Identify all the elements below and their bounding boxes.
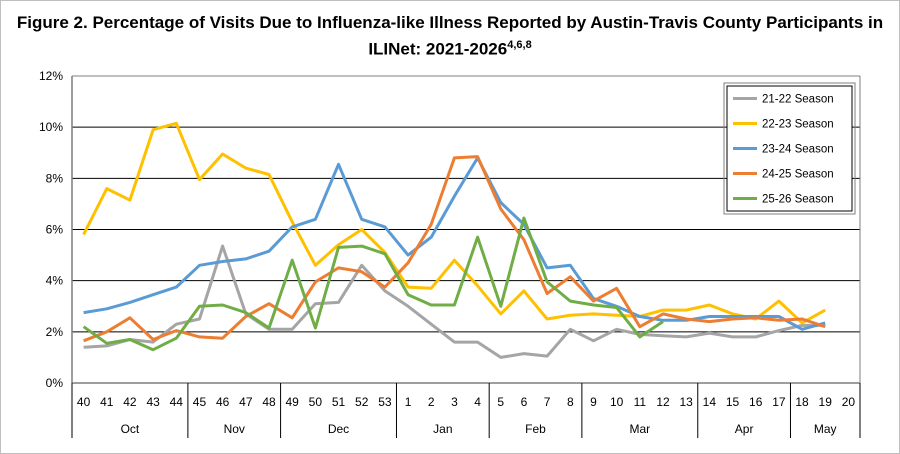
- x-tick-label: 51: [332, 395, 346, 409]
- x-tick-label: 43: [146, 395, 160, 409]
- chart-title-superscript: 4,6,8: [507, 39, 532, 51]
- series-line-21-22-season: [83, 244, 826, 359]
- x-tick-label: 2: [428, 395, 435, 409]
- month-label: Jan: [433, 422, 452, 436]
- legend-label: 24-25 Season: [762, 169, 834, 181]
- x-tick-label: 1: [405, 395, 412, 409]
- month-label: Apr: [735, 422, 754, 436]
- month-label: Mar: [629, 422, 650, 436]
- y-tick-label: 8%: [46, 171, 64, 185]
- series-line-23-24-season: [83, 156, 826, 331]
- x-tick-label: 48: [262, 395, 276, 409]
- series-line-24-25-season: [83, 155, 826, 343]
- month-label: Feb: [525, 422, 546, 436]
- x-tick-label: 42: [123, 395, 137, 409]
- x-tick-label: 50: [309, 395, 323, 409]
- series-line-22-23-season: [82, 121, 826, 325]
- chart-title-text: Figure 2. Percentage of Visits Due to In…: [16, 13, 884, 59]
- legend-label: 21-22 Season: [762, 94, 834, 106]
- x-tick-label: 9: [590, 395, 597, 409]
- x-tick-label: 16: [749, 395, 763, 409]
- series-line-25-26-season: [82, 216, 664, 352]
- y-tick-label: 4%: [46, 274, 64, 288]
- month-label: Nov: [224, 422, 245, 436]
- x-tick-label: 12: [656, 395, 670, 409]
- y-tick-label: 0%: [46, 376, 64, 390]
- x-tick-label: 7: [544, 395, 551, 409]
- x-tick-label: 46: [216, 395, 230, 409]
- x-tick-label: 53: [378, 395, 392, 409]
- x-tick-label: 13: [679, 395, 693, 409]
- x-tick-label: 49: [285, 395, 299, 409]
- legend-label: 23-24 Season: [762, 144, 834, 156]
- month-label: May: [814, 422, 837, 436]
- y-tick-label: 12%: [39, 69, 63, 83]
- x-tick-label: 20: [842, 395, 856, 409]
- x-tick-label: 6: [521, 395, 528, 409]
- x-tick-label: 17: [772, 395, 786, 409]
- x-tick-label: 18: [795, 395, 809, 409]
- x-tick-label: 45: [193, 395, 207, 409]
- x-tick-label: 4: [474, 395, 481, 409]
- legend-label: 25-26 Season: [762, 194, 834, 206]
- x-tick-label: 41: [100, 395, 114, 409]
- month-label: Oct: [121, 422, 140, 436]
- x-tick-label: 19: [819, 395, 833, 409]
- legend-outer-border: [723, 82, 856, 215]
- month-label: Dec: [328, 422, 349, 436]
- x-tick-label: 11: [634, 395, 647, 409]
- x-tick-label: 3: [451, 395, 458, 409]
- legend-label: 22-23 Season: [762, 119, 834, 131]
- x-tick-label: 5: [497, 395, 504, 409]
- x-tick-label: 40: [77, 395, 91, 409]
- x-tick-label: 14: [703, 395, 717, 409]
- x-tick-label: 15: [726, 395, 740, 409]
- x-tick-label: 44: [170, 395, 184, 409]
- x-tick-label: 52: [355, 395, 369, 409]
- y-tick-label: 2%: [46, 325, 64, 339]
- y-tick-label: 10%: [39, 120, 63, 134]
- chart-title: Figure 2. Percentage of Visits Due to In…: [0, 12, 900, 61]
- x-tick-label: 10: [610, 395, 624, 409]
- y-tick-label: 6%: [46, 223, 64, 237]
- x-tick-label: 47: [239, 395, 253, 409]
- x-tick-label: 8: [567, 395, 574, 409]
